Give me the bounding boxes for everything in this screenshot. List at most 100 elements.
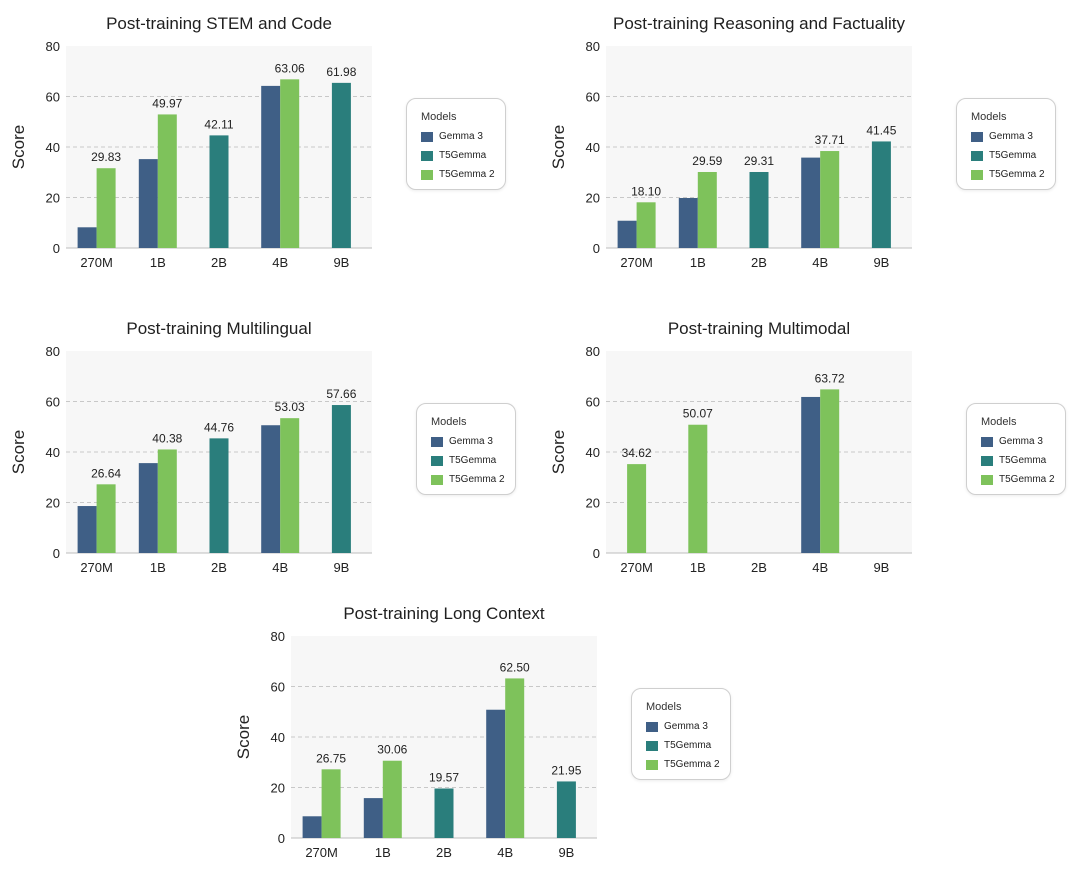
bar-gemma3	[138, 159, 158, 248]
legend: Models Gemma 3 T5Gemma T5Gemma 2	[406, 98, 506, 190]
x-tick-label: 9B	[333, 255, 349, 270]
bar-gemma3	[363, 798, 383, 838]
x-tick-label: 4B	[497, 845, 513, 860]
chart-title: Post-training Long Context	[343, 604, 545, 623]
bar-t5gemma2	[96, 168, 116, 248]
y-tick-label: 0	[53, 241, 60, 256]
x-tick-label: 1B	[690, 560, 706, 575]
legend: Models Gemma 3 T5Gemma T5Gemma 2	[966, 403, 1066, 495]
legend-label-t5gemma: T5Gemma	[989, 150, 1037, 161]
chart-long-context: 0 20 40 60 80 Post-training Long Context Score…	[225, 590, 765, 870]
data-label: 50.07	[683, 407, 713, 421]
bar-t5gemma2	[697, 171, 717, 248]
legend-label-t5gemma: T5Gemma	[449, 455, 497, 466]
data-label: 40.38	[152, 431, 182, 445]
bar-t5gemma2	[157, 114, 177, 249]
x-tick-label: 270M	[80, 560, 113, 575]
legend-swatch-t5gemma	[646, 741, 658, 751]
x-tick-label: 9B	[873, 560, 889, 575]
legend-item-t5gemma2: T5Gemma 2	[646, 759, 720, 771]
legend-label-gemma3: Gemma 3	[999, 436, 1043, 447]
x-tick-label: 4B	[812, 255, 828, 270]
chart-svg: 0 20 40 60 80 Post-training Multilingual Score…	[9, 319, 372, 575]
y-tick-label: 0	[278, 831, 285, 846]
bar-gemma3	[486, 709, 506, 838]
bar-t5gemma2	[157, 449, 177, 553]
legend-item-t5gemma2: T5Gemma 2	[981, 474, 1055, 486]
chart-title: Post-training Reasoning and Factuality	[613, 14, 905, 33]
y-tick-label: 40	[46, 140, 60, 155]
y-axis-label: Score	[234, 715, 253, 759]
legend-label-t5gemma2: T5Gemma 2	[999, 474, 1055, 485]
x-tick-label: 2B	[211, 560, 227, 575]
bar-t5gemma	[331, 82, 351, 249]
y-tick-label: 80	[46, 39, 60, 54]
bar-gemma3	[302, 816, 322, 838]
y-tick-label: 20	[586, 191, 600, 206]
x-tick-label: 4B	[272, 560, 288, 575]
data-label: 21.95	[551, 763, 581, 777]
chart-reasoning-factuality: 0 20 40 60 80 Post-training Reasoning and Fac…	[540, 0, 1080, 280]
data-label: 19.57	[429, 771, 459, 785]
legend-label-t5gemma: T5Gemma	[999, 455, 1047, 466]
bar-t5gemma2	[382, 760, 402, 838]
y-tick-label: 0	[593, 546, 600, 561]
y-axis-label: Score	[549, 125, 568, 169]
y-tick-label: 20	[46, 191, 60, 206]
x-tick-label: 1B	[150, 560, 166, 575]
bar-gemma3	[678, 198, 698, 248]
x-tick-label: 9B	[558, 845, 574, 860]
legend-swatch-t5gemma2	[971, 170, 983, 180]
data-label: 26.75	[316, 751, 346, 765]
data-label: 61.98	[326, 65, 356, 79]
x-tick-label: 1B	[690, 255, 706, 270]
legend-label-t5gemma: T5Gemma	[439, 150, 487, 161]
bar-t5gemma2	[321, 769, 341, 838]
bar-gemma3	[617, 220, 637, 248]
y-tick-label: 0	[593, 241, 600, 256]
y-tick-label: 40	[586, 140, 600, 155]
y-tick-label: 60	[586, 395, 600, 410]
y-tick-label: 80	[46, 344, 60, 359]
data-label: 49.97	[152, 96, 182, 110]
data-label: 26.64	[91, 466, 121, 480]
x-tick-label: 9B	[873, 255, 889, 270]
bar-t5gemma2	[820, 389, 840, 553]
y-tick-label: 40	[271, 730, 285, 745]
bar-gemma3	[77, 227, 97, 248]
data-label: 42.11	[204, 117, 233, 131]
legend-item-t5gemma: T5Gemma	[971, 150, 1036, 162]
legend-item-t5gemma: T5Gemma	[646, 740, 711, 752]
legend-swatch-gemma3	[421, 132, 433, 142]
legend-title: Models	[421, 111, 457, 123]
data-label: 57.66	[326, 387, 356, 401]
bar-t5gemma2	[820, 151, 840, 248]
y-tick-label: 80	[586, 344, 600, 359]
y-tick-label: 0	[53, 546, 60, 561]
x-tick-label: 2B	[211, 255, 227, 270]
legend-swatch-gemma3	[431, 437, 443, 447]
y-tick-label: 20	[586, 496, 600, 511]
chart-title: Post-training Multimodal	[668, 319, 850, 338]
legend-item-t5gemma: T5Gemma	[981, 455, 1046, 467]
legend-swatch-t5gemma2	[431, 475, 443, 485]
bar-t5gemma2	[688, 424, 708, 553]
chart-multilingual: 0 20 40 60 80 Post-training Multilingual Score…	[0, 305, 540, 585]
data-label: 34.62	[622, 446, 652, 460]
y-tick-label: 20	[46, 496, 60, 511]
x-tick-label: 2B	[751, 255, 767, 270]
chart-svg: 0 20 40 60 80 Post-training Multimodal Score 27…	[549, 319, 912, 575]
legend: Models Gemma 3 T5Gemma T5Gemma 2	[631, 688, 731, 780]
legend-item-gemma3: Gemma 3	[431, 436, 493, 448]
chart-svg: 0 20 40 60 80 Post-training Reasoning and Fac…	[549, 14, 912, 270]
y-axis-label: Score	[9, 125, 28, 169]
legend: Models Gemma 3 T5Gemma T5Gemma 2	[956, 98, 1056, 190]
data-label: 18.10	[631, 184, 661, 198]
y-tick-label: 20	[271, 781, 285, 796]
bar-t5gemma2	[280, 418, 300, 553]
legend-swatch-t5gemma2	[981, 475, 993, 485]
x-tick-label: 270M	[620, 560, 653, 575]
bar-t5gemma	[556, 781, 576, 838]
bar-t5gemma2	[280, 79, 300, 248]
chart-svg: 0 20 40 60 80 Post-training Long Context Score…	[234, 604, 597, 860]
